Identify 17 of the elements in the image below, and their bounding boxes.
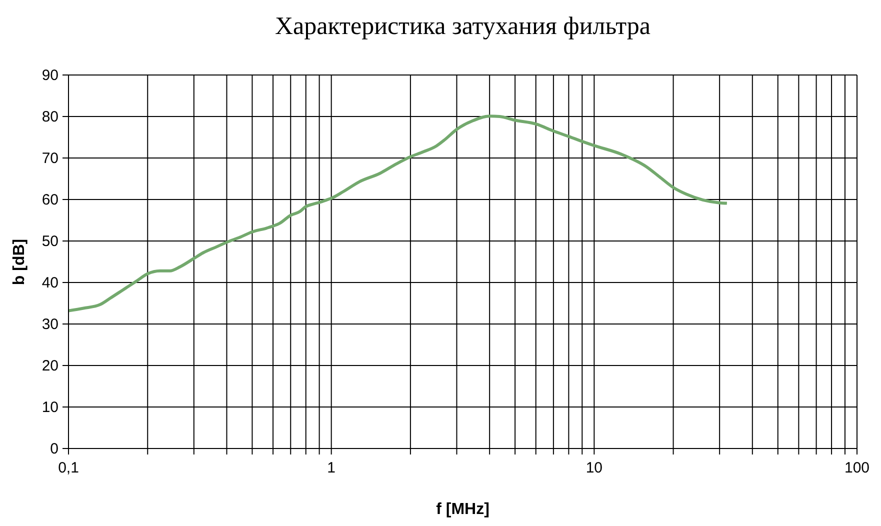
y-tick-label: 90 xyxy=(42,67,58,84)
y-tick-label: 80 xyxy=(42,108,58,126)
y-tick-label: 70 xyxy=(42,150,58,167)
x-tick-label: 1 xyxy=(327,460,336,476)
x-tick-label: 0,1 xyxy=(58,460,79,476)
y-tick-label: 50 xyxy=(42,233,58,250)
x-tick-label: 10 xyxy=(586,460,603,476)
y-tick-label: 40 xyxy=(42,274,58,292)
y-axis-title: b [dB] xyxy=(11,238,28,285)
chart-title: Характеристика затухания фильтра xyxy=(274,13,650,40)
y-tick-label: 60 xyxy=(42,192,58,208)
y-tick-label: 30 xyxy=(42,316,58,333)
y-tick-label: 10 xyxy=(42,399,58,416)
x-tick-label: 100 xyxy=(844,460,870,476)
y-tick-label: 0 xyxy=(50,440,58,458)
y-tick-label: 20 xyxy=(42,358,58,374)
x-axis-title: f [MHz] xyxy=(436,501,490,518)
